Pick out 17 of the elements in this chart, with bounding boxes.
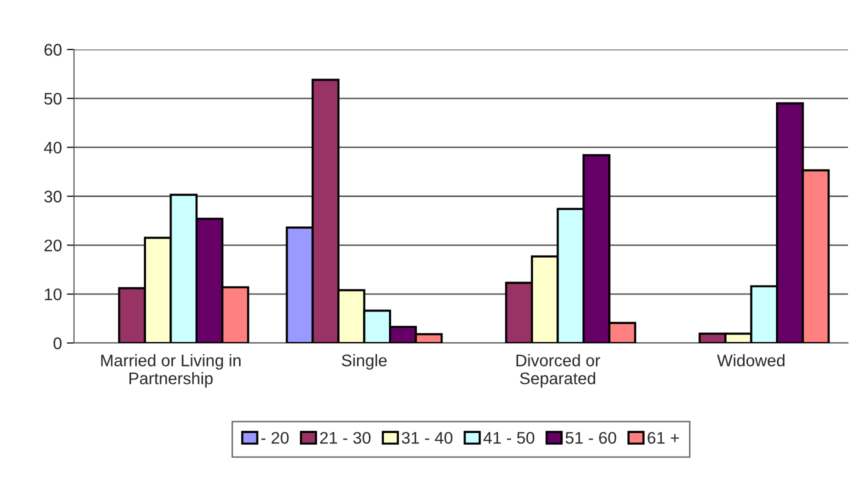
y-tick-label: 60 [44,44,62,56]
x-tick-label: Single [342,354,387,370]
x-tick-label: Divorced or Separated [516,354,600,388]
legend-label: 61 + [648,432,679,444]
legend-label: 31 - 40 [402,432,452,444]
y-tick-label: 30 [44,190,62,202]
y-tick-label: 50 [44,92,62,105]
legend-label: 41 - 50 [483,432,534,444]
legend-label: 21 - 30 [320,432,371,444]
legend-label: - 20 [261,432,289,444]
y-tick-label: 10 [44,288,62,300]
y-tick-label: 20 [44,240,62,252]
x-tick-label: Married or Living in Partnership [101,354,241,388]
legend-label: 51 - 60 [566,432,616,444]
y-tick-label: 0 [54,337,62,350]
x-tick-label: Widowed [717,354,784,366]
y-tick-label: 40 [44,142,62,154]
